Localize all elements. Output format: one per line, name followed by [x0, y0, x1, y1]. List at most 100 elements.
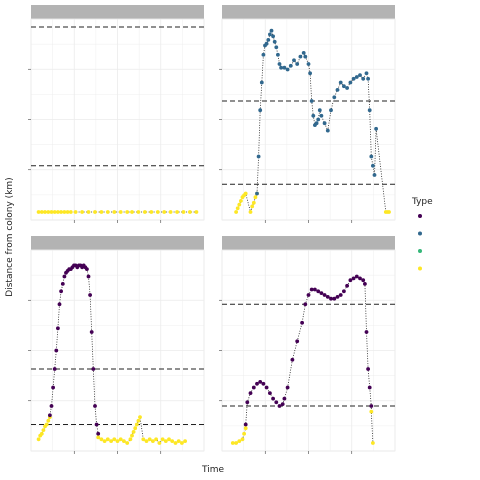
data-point	[271, 34, 275, 39]
data-point	[256, 154, 261, 159]
data-point	[230, 441, 235, 445]
data-point	[91, 367, 96, 371]
data-point	[303, 54, 308, 59]
data-point	[88, 293, 92, 297]
data-point	[369, 404, 374, 408]
data-point	[243, 426, 248, 431]
data-point	[175, 210, 180, 214]
data-point	[125, 441, 130, 445]
facet-strip	[31, 236, 204, 250]
data-point	[335, 295, 340, 299]
data-point	[176, 439, 181, 443]
data-point	[89, 330, 94, 334]
data-point	[130, 433, 134, 438]
data-point	[234, 441, 239, 445]
facet-strip	[222, 236, 395, 250]
facet-strip	[31, 5, 204, 19]
data-point	[167, 437, 171, 442]
legend-key	[418, 266, 422, 271]
series-blue	[255, 28, 378, 196]
data-point	[364, 71, 369, 76]
data-point	[309, 99, 314, 103]
data-point	[86, 210, 91, 214]
data-point	[155, 210, 160, 214]
data-point	[322, 293, 327, 297]
series-yellow	[369, 409, 375, 445]
data-point	[285, 385, 290, 390]
data-point	[49, 210, 54, 214]
data-point	[243, 191, 248, 196]
series-yellow	[230, 426, 248, 445]
data-point	[245, 400, 250, 405]
data-point	[133, 426, 138, 431]
data-point	[329, 108, 333, 113]
data-point	[358, 73, 362, 77]
data-point	[80, 210, 84, 214]
legend: Type	[411, 197, 433, 271]
data-point	[288, 63, 293, 68]
panels-layer	[28, 5, 396, 454]
series-yellow	[36, 210, 199, 214]
data-point	[151, 439, 155, 443]
data-point	[316, 289, 321, 294]
data-point	[325, 128, 330, 133]
data-point	[367, 385, 372, 390]
data-point	[311, 113, 316, 118]
data-point	[240, 437, 245, 442]
data-point	[366, 76, 370, 81]
data-point	[131, 430, 136, 434]
data-point	[57, 302, 62, 307]
data-point	[282, 65, 287, 70]
data-point	[93, 404, 97, 408]
data-point	[154, 437, 159, 442]
data-point	[277, 404, 282, 408]
data-point	[130, 210, 134, 214]
data-point	[351, 276, 356, 281]
data-point	[290, 357, 295, 362]
data-point	[282, 396, 287, 401]
data-point	[268, 32, 272, 37]
data-point	[366, 367, 370, 371]
data-point	[96, 435, 101, 440]
x-axis-title: Time	[201, 465, 224, 475]
facet-strip	[222, 5, 395, 19]
data-point	[269, 28, 274, 33]
data-point	[105, 437, 110, 442]
data-point	[134, 422, 139, 427]
data-point	[62, 274, 67, 279]
data-point	[243, 422, 248, 427]
data-point	[36, 437, 41, 442]
data-point	[264, 41, 269, 46]
data-point	[52, 367, 57, 371]
data-point	[237, 202, 242, 207]
data-point	[157, 441, 162, 445]
data-point	[99, 210, 104, 214]
data-point	[266, 38, 271, 42]
data-point	[338, 80, 343, 85]
data-point	[280, 402, 285, 406]
data-point	[271, 396, 275, 401]
data-point	[136, 418, 141, 423]
data-point	[272, 39, 277, 44]
data-point	[387, 210, 391, 214]
data-point	[369, 409, 374, 414]
data-point	[351, 76, 356, 81]
legend-key	[418, 231, 422, 236]
data-point	[255, 381, 259, 386]
data-point	[144, 439, 149, 443]
data-point	[374, 126, 378, 131]
data-point	[115, 439, 120, 443]
data-point	[316, 117, 321, 122]
data-point	[363, 282, 367, 286]
data-point	[253, 195, 258, 200]
data-point	[242, 431, 247, 436]
data-point	[295, 62, 300, 66]
data-point	[54, 348, 59, 353]
legend-key	[418, 214, 422, 218]
data-point	[170, 439, 175, 443]
data-point	[335, 88, 340, 92]
data-point	[194, 210, 199, 214]
data-point	[308, 71, 312, 76]
series-purple	[48, 263, 101, 436]
